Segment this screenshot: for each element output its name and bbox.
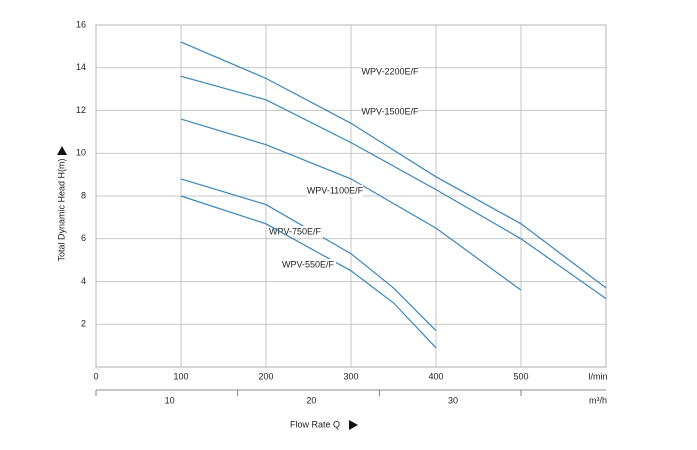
label-bg bbox=[362, 66, 418, 78]
label-bg bbox=[280, 259, 336, 271]
curve bbox=[180, 41, 607, 289]
label-bg bbox=[267, 226, 323, 238]
x-tick-label: 200 bbox=[258, 371, 273, 381]
y-tick-label: 10 bbox=[76, 148, 86, 158]
x-tick-label: l/min bbox=[588, 371, 607, 381]
x-tick-label: 0 bbox=[93, 371, 98, 381]
y-tick-label: 12 bbox=[76, 105, 86, 115]
y-tick-label: 4 bbox=[81, 276, 86, 286]
x-tick-label: 400 bbox=[428, 371, 443, 381]
x-tick-label: 300 bbox=[343, 371, 358, 381]
series-label: WPV-1500E/F bbox=[361, 106, 419, 116]
series-label: WPV-1100E/F bbox=[307, 185, 364, 195]
y-tick-label: 8 bbox=[81, 190, 86, 200]
curve bbox=[180, 118, 522, 291]
x2-tick-label: m³/h bbox=[589, 395, 607, 405]
x2-tick-label: 20 bbox=[306, 395, 316, 405]
x2-tick-label: 10 bbox=[165, 395, 175, 405]
y-tick-label: 16 bbox=[76, 19, 86, 29]
arrow-icon bbox=[57, 146, 67, 155]
label-bg bbox=[307, 185, 363, 197]
y-tick-label: 6 bbox=[81, 233, 86, 243]
series-label: WPV-550E/F bbox=[282, 259, 335, 269]
curve bbox=[180, 75, 607, 300]
label-bg bbox=[362, 106, 418, 118]
x-tick-label: 500 bbox=[513, 371, 528, 381]
curve bbox=[180, 178, 437, 332]
series-label: WPV-750E/F bbox=[269, 226, 322, 236]
x-tick-label: 100 bbox=[173, 371, 188, 381]
y-tick-label: 14 bbox=[76, 62, 86, 72]
y-axis-title: Total Dynamic Head H(m) bbox=[56, 158, 66, 261]
x2-tick-label: 30 bbox=[448, 395, 458, 405]
curve bbox=[180, 195, 437, 349]
x-axis-title: Flow Rate Q bbox=[290, 419, 340, 429]
y-tick-label: 2 bbox=[81, 319, 86, 329]
arrow-icon bbox=[349, 420, 358, 430]
series-label: WPV-2200E/F bbox=[361, 66, 419, 76]
